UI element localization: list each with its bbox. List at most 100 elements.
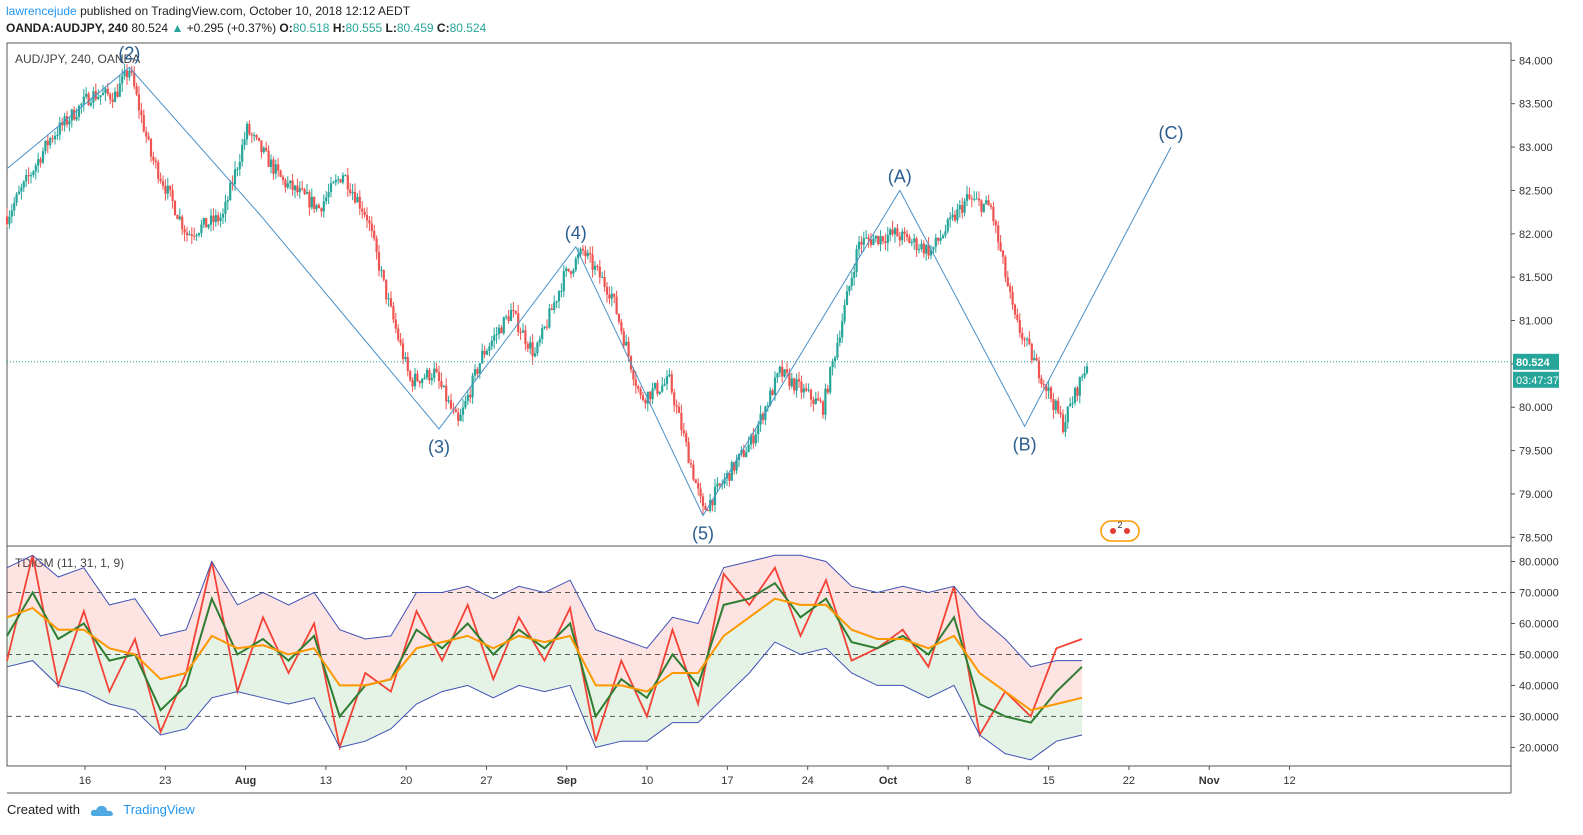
candle-body [329,183,333,193]
candle [34,162,37,180]
candle [699,482,702,503]
candle-body [898,236,901,241]
candle-body [437,372,441,382]
candle-body [255,135,258,138]
candle [166,177,169,200]
candle-body [65,116,69,125]
candle-body [548,308,551,328]
candle [653,382,657,391]
candle [459,408,462,422]
candle [507,309,510,324]
candle-body [140,110,143,116]
candle-body [1083,373,1086,377]
candle-body [442,385,445,387]
candle [349,182,352,196]
candle-body [821,401,825,415]
candle [920,239,923,252]
time-tick-label: 10 [641,775,653,787]
candle-body [325,197,328,202]
candle [277,158,280,177]
candle [656,379,659,397]
candle-body [243,139,246,145]
candle [908,234,911,244]
candle [682,422,685,437]
candle [457,407,460,427]
candle [601,271,604,279]
candle [766,402,769,412]
candle-body [730,462,733,481]
candle [82,88,85,112]
candle [481,343,484,364]
candle-body [949,217,952,220]
candle-body [668,374,671,377]
candle [848,285,851,296]
candle-body [25,175,28,182]
candle-body [423,377,426,379]
candle [973,191,976,202]
candle-body [493,335,496,341]
candle-body [392,306,395,320]
candle [308,189,311,216]
candle [27,167,30,185]
candle-body [128,70,131,78]
candle-body [920,243,923,250]
candle-body [591,254,594,270]
candle [898,231,901,247]
candle-body [32,171,35,176]
candle [365,207,369,228]
price-tick-label: 81.000 [1519,316,1553,328]
open-label: O: [279,21,293,35]
candle-body [416,373,419,382]
candle [889,227,892,242]
time-tick-label: 22 [1123,775,1135,787]
candle [387,292,390,307]
candle-body [673,392,676,406]
candle-body [195,235,198,237]
candle [113,87,117,103]
candle [361,201,364,219]
symbol-label[interactable]: OANDA:AUDJPY, 240 [6,21,129,35]
candle [68,117,71,132]
candle [817,391,820,401]
open-value: 80.518 [292,21,330,35]
candle [646,391,649,412]
candle-body [101,92,105,96]
candle-body [361,208,364,212]
candle [61,118,64,132]
candle [471,372,474,404]
wave-label: (5) [692,524,714,544]
candle-body [891,229,894,235]
price-tick-label: 79.500 [1519,446,1553,458]
candle-body [320,208,323,212]
candle [135,82,138,97]
candle [565,266,568,277]
candle [615,290,618,315]
candle-body [178,216,181,220]
candle [778,365,781,378]
candle-body [473,369,477,376]
candle [212,208,215,231]
candle-body [411,380,414,387]
candle-body [735,460,738,471]
candle [550,304,553,311]
candle-body [161,181,165,186]
tradingview-link[interactable]: TradingView [123,802,195,817]
candle [1006,271,1009,287]
candle-body [577,254,580,259]
candle-body [529,342,532,349]
candle [769,387,772,407]
author-link[interactable]: lawrencejude [6,4,77,18]
indicator-pane [6,545,1512,767]
candle-body [1081,376,1084,378]
candle-body [1059,412,1062,415]
candle [874,235,877,243]
candle [77,104,81,121]
candle [665,370,669,391]
candle [711,499,714,512]
candle-body [961,205,964,213]
candle [329,177,333,198]
candle [188,230,191,236]
candle-body [488,346,491,351]
candle [893,226,897,243]
